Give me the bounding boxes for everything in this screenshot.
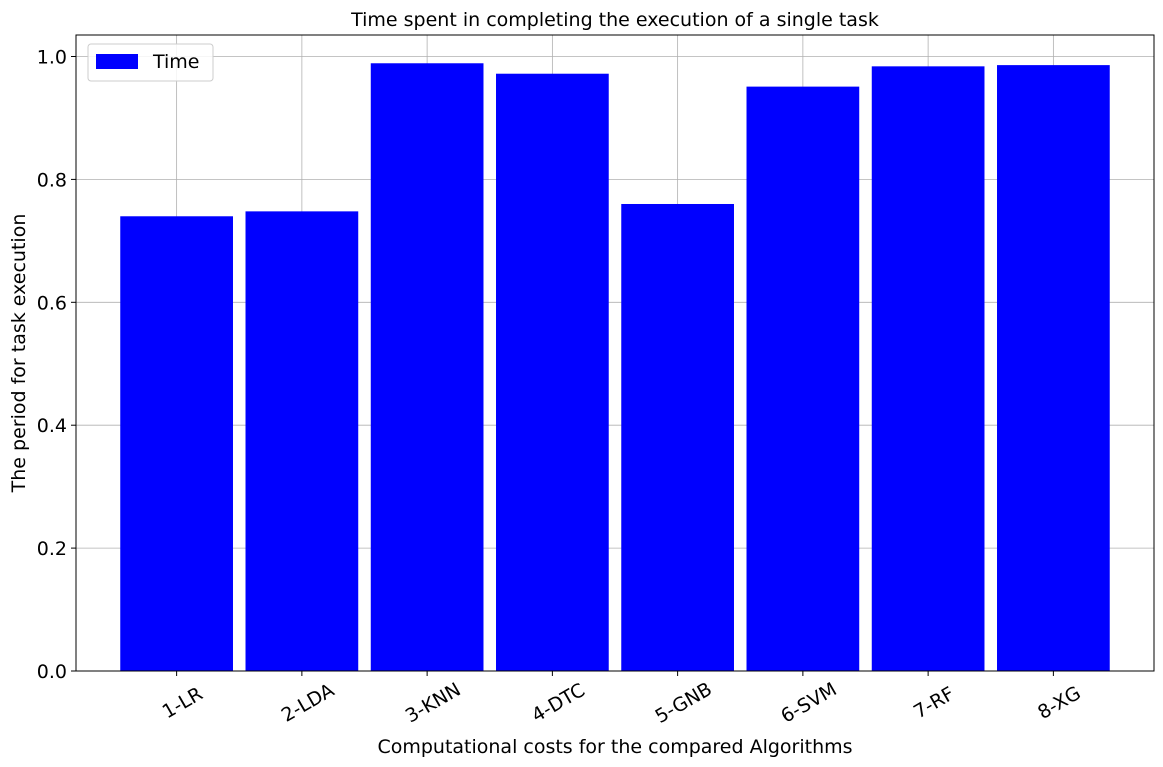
legend-frame — [87, 43, 214, 82]
x-tick-label: 4-DTC — [528, 679, 589, 727]
y-tick-label: 1.0 — [37, 47, 67, 69]
bar — [245, 211, 359, 671]
x-tick-label: 5-GNB — [651, 678, 715, 728]
x-tick-label: 7-RF — [910, 683, 958, 724]
y-tick-label: 0.2 — [37, 538, 67, 560]
y-axis: 0.0 0.2 0.4 0.6 0.8 1.0 — [37, 47, 76, 683]
y-tick-label: 0.4 — [37, 415, 67, 437]
x-tick-label: 2-LDA — [278, 679, 338, 726]
x-axis: 1-LR 2-LDA 3-KNN 4-DTC 5-GNB 6-SVM 7-RF 8-XG — [159, 671, 1085, 728]
legend-label: Time — [152, 51, 200, 73]
bar — [746, 86, 860, 672]
plot-frame — [75, 34, 1155, 672]
x-tick-label: 6-SVM — [777, 678, 840, 727]
grid — [76, 35, 1154, 672]
bar — [871, 66, 985, 672]
bar — [496, 73, 609, 672]
x-tick-label: 1-LR — [159, 683, 207, 723]
legend-swatch — [96, 54, 138, 69]
bar — [997, 65, 1110, 671]
x-tick-label: 8-XG — [1034, 682, 1085, 724]
y-axis-title: The period for task execution — [8, 214, 30, 494]
bars — [120, 63, 1110, 672]
x-axis-title: Computational costs for the compared Alg… — [377, 736, 852, 758]
y-tick-label: 0.8 — [37, 169, 67, 191]
y-tick-label: 0.6 — [37, 292, 67, 314]
bar — [120, 216, 233, 671]
x-tick-label: 3-KNN — [402, 679, 465, 728]
legend: Time — [87, 43, 214, 82]
bar — [621, 203, 734, 671]
bar — [370, 63, 484, 672]
chart-title: Time spent in completing the execution o… — [350, 9, 879, 31]
y-tick-label: 0.0 — [37, 661, 67, 683]
